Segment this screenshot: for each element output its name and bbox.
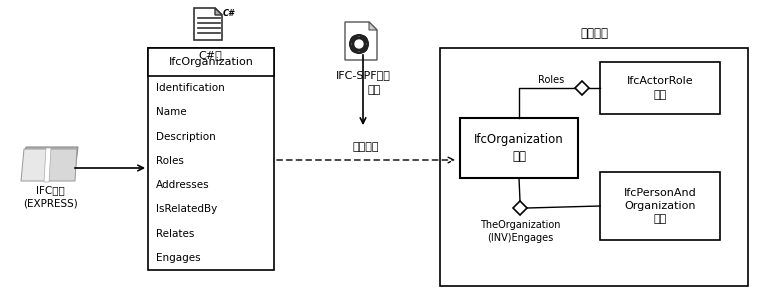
Text: IfcOrganization
实例: IfcOrganization 实例 [474,133,564,163]
Bar [600,62,720,114]
Text: TheOrganization
(INV)Engages: TheOrganization (INV)Engages [480,220,560,243]
Text: IfcActorRole
实例: IfcActorRole 实例 [627,76,693,99]
Text: Relates: Relates [156,229,195,239]
Text: Identification: Identification [156,83,225,93]
Polygon shape [21,149,49,181]
Text: IFC大纲
(EXPRESS): IFC大纲 (EXPRESS) [23,185,78,209]
Circle shape [351,36,360,45]
Bar [460,118,578,178]
Text: C#: C# [223,9,235,18]
Text: Roles: Roles [538,75,564,85]
Bar [600,172,720,240]
Text: C#类: C#类 [198,50,222,60]
Text: Name: Name [156,107,187,118]
Text: IfcOrganization: IfcOrganization [169,57,253,67]
Circle shape [351,43,360,52]
Text: Description: Description [156,132,216,142]
Text: 内存对象: 内存对象 [580,27,608,40]
Text: 解析: 解析 [368,85,382,95]
Text: Roles: Roles [156,156,184,166]
Polygon shape [513,201,527,215]
Circle shape [358,43,367,52]
Bar [148,48,274,270]
Text: IsRelatedBy: IsRelatedBy [156,204,217,215]
Bar [148,48,274,76]
Polygon shape [369,22,377,30]
Circle shape [358,36,367,45]
Text: Addresses: Addresses [156,180,210,190]
Polygon shape [194,8,222,40]
Polygon shape [46,149,77,181]
Bar [440,48,748,286]
Polygon shape [345,22,377,60]
Circle shape [355,40,363,48]
Text: 生成实例: 生成实例 [353,142,379,152]
Polygon shape [215,8,222,15]
Text: IfcPersonAnd
Organization
实例: IfcPersonAnd Organization 实例 [624,188,696,224]
Polygon shape [575,81,589,95]
Polygon shape [22,147,78,179]
Text: Engages: Engages [156,253,201,263]
Text: IFC-SPF数据: IFC-SPF数据 [336,70,391,80]
Polygon shape [44,148,51,182]
